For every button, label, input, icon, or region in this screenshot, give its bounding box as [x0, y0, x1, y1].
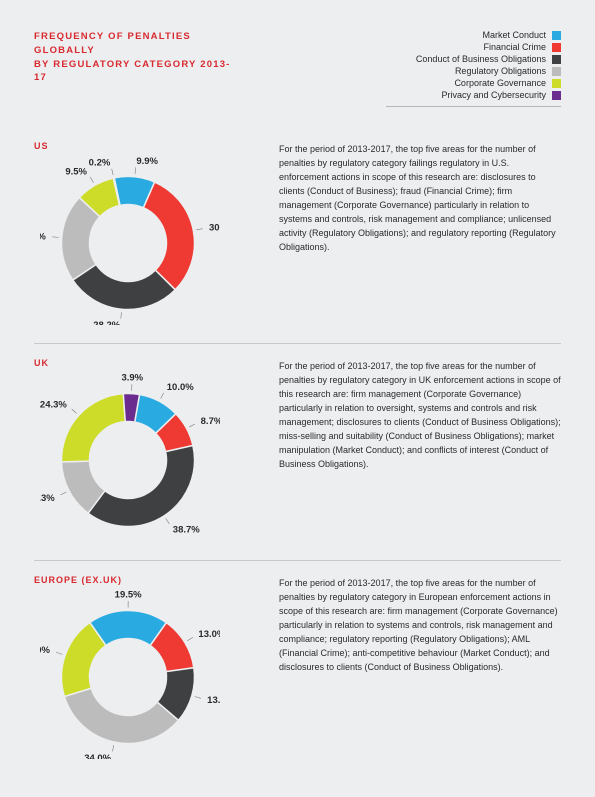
slice-label: 8.7%: [201, 416, 220, 427]
legend-swatch: [552, 55, 561, 64]
legend-label: Privacy and Cybersecurity: [441, 90, 546, 100]
leader-line: [189, 424, 195, 427]
slice-label: 30.9%: [209, 222, 220, 233]
donut-chart: 10.0% 8.7% 38.7% 14.3% 24.3% 3.9%: [40, 372, 220, 542]
legend-swatch: [552, 91, 561, 100]
donut-slice: [62, 394, 126, 462]
region-label: EUROPE (EX.UK): [34, 575, 279, 585]
section: EUROPE (EX.UK) 19.5% 13.0% 13.5% 34.0% 20.0% F…: [34, 561, 561, 777]
leader-line: [56, 652, 62, 654]
legend-swatch: [552, 31, 561, 40]
slice-label: 38.7%: [173, 524, 200, 535]
slice-label: 13.5%: [207, 695, 220, 706]
legend-swatch: [552, 67, 561, 76]
leader-line: [72, 409, 77, 413]
slice-label: 24.3%: [40, 400, 67, 411]
chart-column: UK 10.0% 8.7% 38.7% 14.3% 24.3% 3.9%: [34, 358, 279, 542]
leader-line: [90, 177, 93, 183]
slice-label: 10.0%: [167, 382, 194, 393]
section-text: For the period of 2013-2017, the top fiv…: [279, 141, 561, 325]
legend: Market Conduct Financial Crime Conduct of …: [386, 30, 561, 107]
slice-label: 13.0%: [198, 629, 220, 640]
legend-swatch: [552, 43, 561, 52]
leader-line: [112, 745, 113, 751]
legend-rule: [386, 106, 561, 107]
donut-chart: 19.5% 13.0% 13.5% 34.0% 20.0%: [40, 589, 220, 759]
section: UK 10.0% 8.7% 38.7% 14.3% 24.3% 3.9% For the pe…: [34, 344, 561, 561]
section-text: For the period of 2013-2017, the top fiv…: [279, 358, 561, 542]
leader-line: [187, 637, 193, 640]
slice-label: 19.5%: [115, 590, 142, 601]
leader-line: [135, 167, 136, 173]
legend-item: Privacy and Cybersecurity: [386, 90, 561, 100]
header-row: FREQUENCY OF PENALTIES GLOBALLYBY REGULA…: [34, 30, 561, 107]
slice-label: 9.5%: [65, 166, 87, 177]
slice-label: 14.3%: [40, 493, 55, 504]
leader-line: [195, 697, 201, 699]
section: US 9.9% 30.9% 28.2% 21.4% 9.5%0.2% For the per…: [34, 127, 561, 344]
slice-label: 0.2%: [89, 157, 111, 168]
leader-line: [196, 229, 202, 230]
slice-label: 34.0%: [84, 753, 111, 759]
legend-item: Conduct of Business Obligations: [386, 54, 561, 64]
legend-swatch: [552, 79, 561, 88]
sections-container: US 9.9% 30.9% 28.2% 21.4% 9.5%0.2% For the per…: [34, 127, 561, 777]
legend-item: Corporate Governance: [386, 78, 561, 88]
leader-line: [166, 518, 170, 523]
leader-line: [112, 169, 113, 175]
leader-line: [61, 492, 67, 495]
slice-label: 28.2%: [93, 320, 120, 325]
legend-item: Financial Crime: [386, 42, 561, 52]
leader-line: [121, 312, 122, 318]
slice-label: 9.9%: [136, 156, 158, 167]
legend-label: Corporate Governance: [454, 78, 546, 88]
legend-item: Market Conduct: [386, 30, 561, 40]
chart-column: EUROPE (EX.UK) 19.5% 13.0% 13.5% 34.0% 20.0%: [34, 575, 279, 759]
legend-label: Regulatory Obligations: [455, 66, 546, 76]
slice-label: 3.9%: [121, 373, 143, 384]
legend-label: Market Conduct: [482, 30, 546, 40]
chart-column: US 9.9% 30.9% 28.2% 21.4% 9.5%0.2%: [34, 141, 279, 325]
donut-slice: [88, 445, 194, 526]
slice-label: 21.4%: [40, 231, 46, 242]
leader-line: [52, 237, 58, 238]
legend-item: Regulatory Obligations: [386, 66, 561, 76]
legend-label: Financial Crime: [483, 42, 546, 52]
donut-chart: 9.9% 30.9% 28.2% 21.4% 9.5%0.2%: [40, 155, 220, 325]
page-title: FREQUENCY OF PENALTIES GLOBALLYBY REGULA…: [34, 30, 234, 85]
leader-line: [161, 393, 164, 399]
slice-label: 20.0%: [40, 645, 51, 656]
region-label: US: [34, 141, 279, 151]
legend-label: Conduct of Business Obligations: [416, 54, 546, 64]
region-label: UK: [34, 358, 279, 368]
section-text: For the period of 2013-2017, the top fiv…: [279, 575, 561, 759]
